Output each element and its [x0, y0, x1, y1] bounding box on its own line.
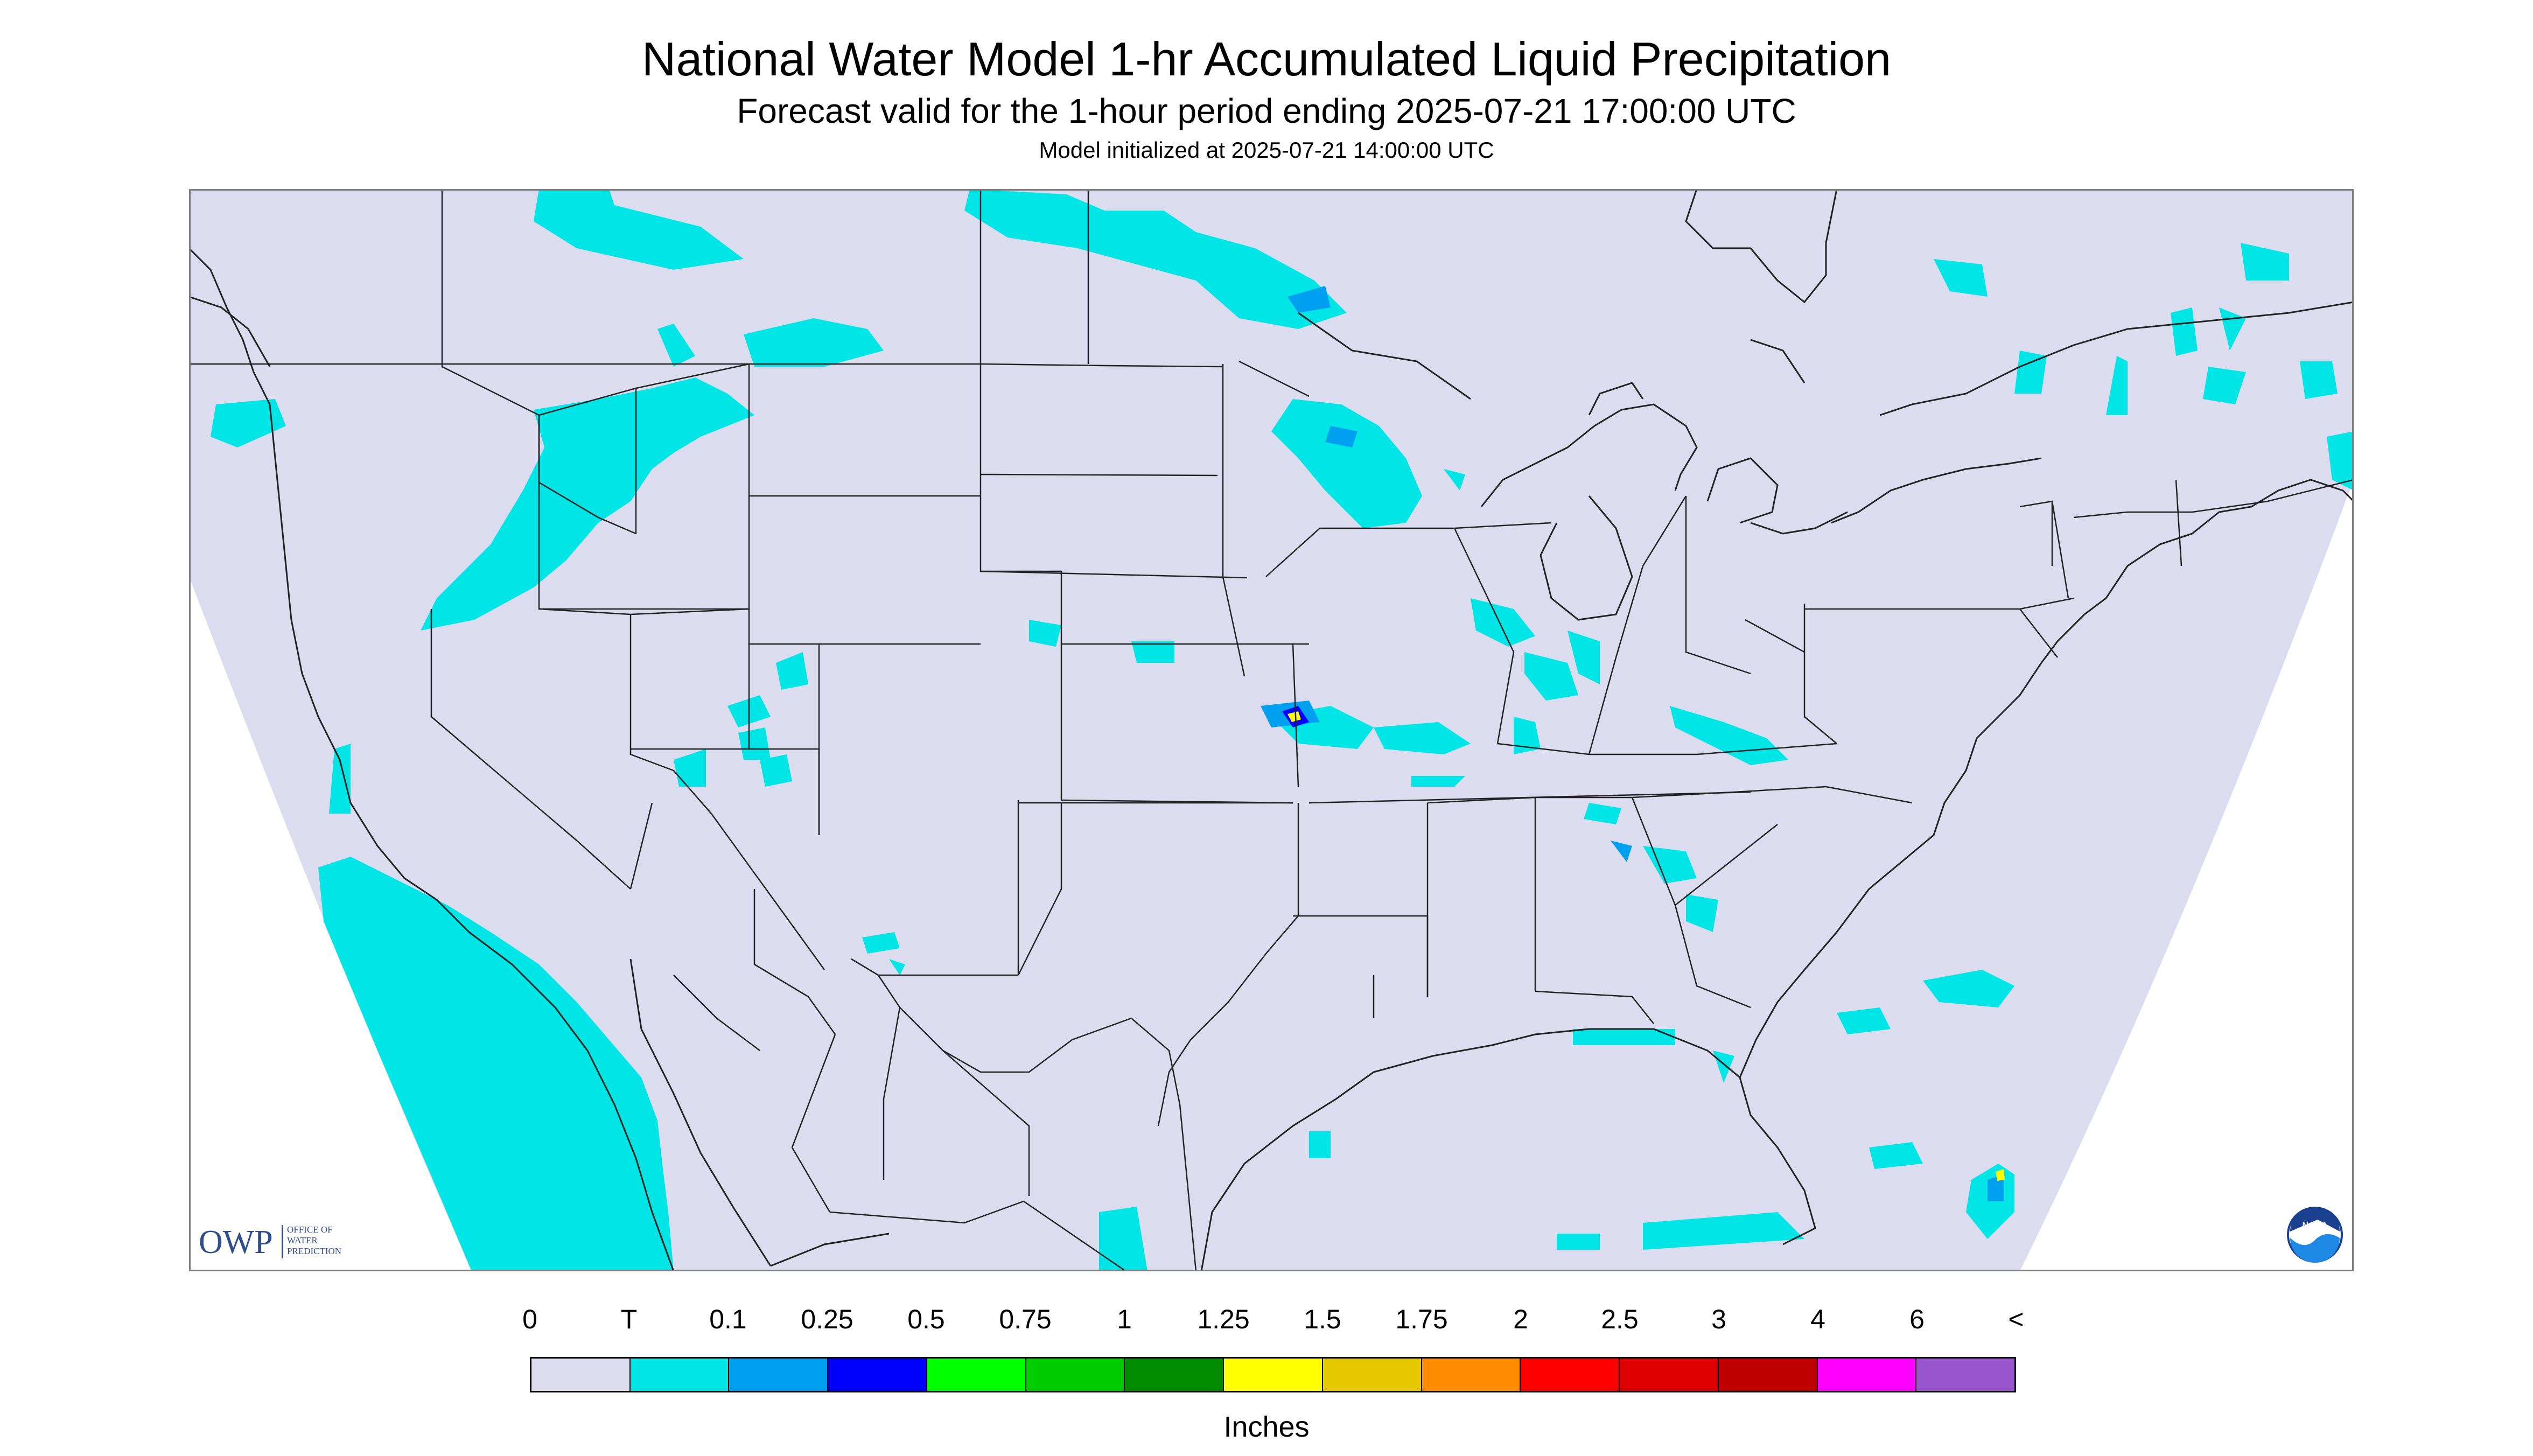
precipitation-map: OWP OFFICE OF WATER PREDICTION NOAA: [189, 189, 2354, 1271]
coastlines: [189, 189, 2354, 1271]
precip-areas-trace: [211, 189, 2354, 1271]
noaa-logo-text: NOAA: [2302, 1221, 2328, 1230]
legend-tick-label: <: [2008, 1304, 2024, 1334]
legend-swatch: [1718, 1359, 1818, 1391]
legend-tick-label: 6: [1909, 1304, 1925, 1334]
owp-logo-line2: WATER: [287, 1235, 318, 1245]
legend-tick-label: 0.1: [709, 1304, 747, 1334]
legend-tick-label: 1: [1117, 1304, 1132, 1334]
legend-tick-label: 1.75: [1395, 1304, 1448, 1334]
legend-tick-label: 0.75: [999, 1304, 1052, 1334]
legend-units: Inches: [1223, 1411, 1310, 1443]
owp-logo: OWP OFFICE OF WATER PREDICTION: [199, 1224, 341, 1261]
legend-tick-label: 1.25: [1197, 1304, 1250, 1334]
legend-swatch: [729, 1359, 829, 1391]
precip-colorbar: [530, 1357, 2016, 1392]
model-init-text: Model initialized at 2025-07-21 14:00:00…: [1039, 137, 1494, 163]
legend-tick-label: 4: [1810, 1304, 1825, 1334]
state-boundaries: [189, 189, 2354, 1271]
map-border: [189, 189, 2354, 1271]
legend-swatch: [531, 1359, 631, 1391]
legend-swatch: [927, 1359, 1026, 1391]
legend-labels: 0 T 0.1 0.25 0.5 0.75 1 1.25 1.5 1.75 2 2.5 3 4 6 <: [0, 1303, 2533, 1341]
model-domain: [189, 189, 2354, 1271]
map-title: National Water Model 1-hr Accumulated Li…: [641, 32, 1892, 86]
legend-swatch: [1224, 1359, 1323, 1391]
legend-tick-label: 3: [1711, 1304, 1726, 1334]
owp-logo-line3: PREDICTION: [287, 1246, 341, 1256]
owp-logo-abbr: OWP: [199, 1224, 273, 1261]
legend-tick-label: 2.5: [1601, 1304, 1639, 1334]
owp-logo-line1: OFFICE OF: [287, 1224, 333, 1235]
legend-swatch: [1422, 1359, 1521, 1391]
legend-swatch: [630, 1359, 730, 1391]
legend-swatch: [1125, 1359, 1224, 1391]
legend-swatch: [1521, 1359, 1620, 1391]
legend-tick-label: 2: [1513, 1304, 1528, 1334]
legend-tick-label: 0.5: [907, 1304, 945, 1334]
legend-tick-label: 0.25: [801, 1304, 853, 1334]
legend-swatch: [1620, 1359, 1719, 1391]
legend-swatch: [1026, 1359, 1125, 1391]
legend-swatch: [1817, 1359, 1917, 1391]
legend-tick-label: 0: [522, 1304, 537, 1334]
legend-swatch: [1916, 1359, 2015, 1391]
map-subtitle: Forecast valid for the 1-hour period end…: [737, 92, 1796, 130]
legend-swatch: [1323, 1359, 1422, 1391]
legend-swatch: [828, 1359, 927, 1391]
noaa-logo-icon: NOAA: [2287, 1207, 2343, 1263]
legend-tick-label: 1.5: [1304, 1304, 1341, 1334]
legend-tick-label: T: [620, 1304, 638, 1334]
